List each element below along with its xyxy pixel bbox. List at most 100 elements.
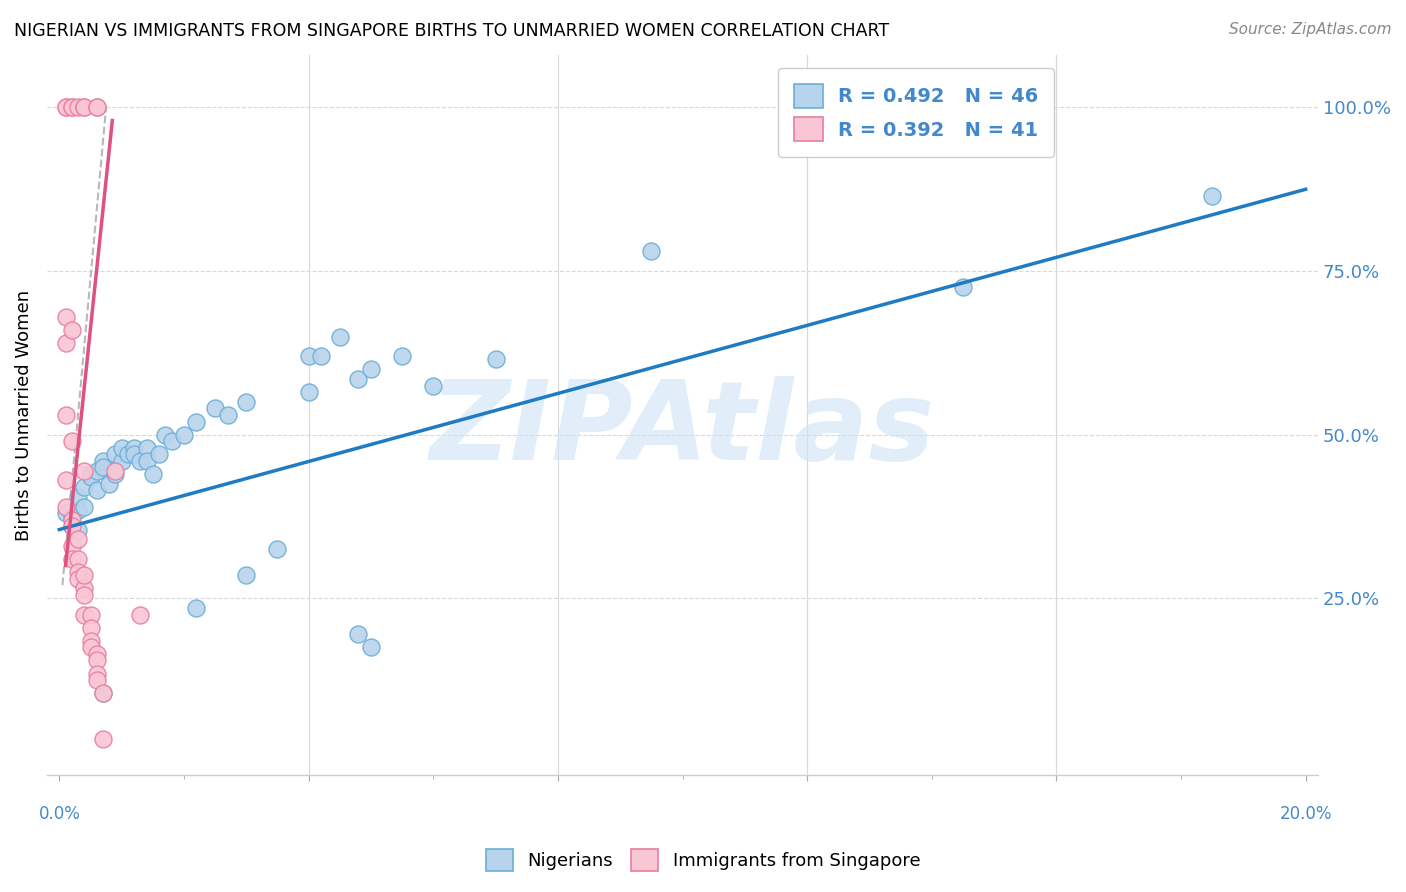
- Point: [122, 441, 145, 455]
- Point: [217, 408, 239, 422]
- Point: [73, 568, 96, 582]
- Point: [86, 464, 108, 478]
- Point: [235, 395, 257, 409]
- Point: [235, 568, 257, 582]
- Point: [55, 336, 77, 351]
- Point: [173, 427, 195, 442]
- Point: [67, 572, 90, 586]
- Point: [422, 378, 444, 392]
- Point: [55, 474, 77, 488]
- Point: [55, 500, 77, 514]
- Point: [55, 101, 77, 115]
- Point: [55, 101, 77, 115]
- Point: [391, 349, 413, 363]
- Point: [55, 310, 77, 324]
- Point: [60, 552, 83, 566]
- Point: [73, 101, 96, 115]
- Point: [98, 476, 121, 491]
- Point: [60, 101, 83, 115]
- Point: [73, 582, 96, 596]
- Point: [55, 506, 77, 520]
- Point: [73, 500, 96, 514]
- Point: [309, 349, 332, 363]
- Point: [186, 601, 208, 615]
- Point: [347, 627, 370, 641]
- Point: [67, 490, 90, 504]
- Point: [204, 401, 226, 416]
- Point: [104, 447, 127, 461]
- Point: [60, 539, 83, 553]
- Point: [266, 542, 288, 557]
- Point: [60, 101, 83, 115]
- Point: [952, 280, 974, 294]
- Point: [1201, 189, 1223, 203]
- Point: [86, 673, 108, 687]
- Point: [79, 607, 101, 622]
- Point: [135, 454, 157, 468]
- Point: [73, 464, 96, 478]
- Point: [73, 101, 96, 115]
- Legend: Nigerians, Immigrants from Singapore: Nigerians, Immigrants from Singapore: [478, 842, 928, 879]
- Point: [86, 483, 108, 498]
- Point: [73, 588, 96, 602]
- Point: [347, 372, 370, 386]
- Point: [129, 454, 152, 468]
- Point: [111, 454, 134, 468]
- Point: [360, 640, 382, 655]
- Point: [60, 513, 83, 527]
- Point: [73, 480, 96, 494]
- Point: [117, 447, 139, 461]
- Point: [297, 385, 319, 400]
- Point: [484, 352, 506, 367]
- Point: [86, 101, 108, 115]
- Point: [60, 519, 83, 533]
- Point: [79, 633, 101, 648]
- Point: [111, 441, 134, 455]
- Point: [122, 447, 145, 461]
- Point: [86, 101, 108, 115]
- Text: ZIPAtlas: ZIPAtlas: [430, 376, 935, 483]
- Point: [73, 607, 96, 622]
- Point: [91, 731, 114, 746]
- Point: [60, 519, 83, 533]
- Point: [148, 447, 170, 461]
- Text: 0.0%: 0.0%: [38, 805, 80, 823]
- Point: [91, 454, 114, 468]
- Point: [135, 441, 157, 455]
- Legend: R = 0.492   N = 46, R = 0.392   N = 41: R = 0.492 N = 46, R = 0.392 N = 41: [778, 69, 1054, 157]
- Point: [91, 460, 114, 475]
- Point: [86, 647, 108, 661]
- Point: [160, 434, 183, 449]
- Point: [60, 323, 83, 337]
- Point: [142, 467, 165, 481]
- Point: [640, 244, 662, 259]
- Point: [67, 503, 90, 517]
- Point: [79, 470, 101, 484]
- Point: [360, 362, 382, 376]
- Point: [55, 408, 77, 422]
- Point: [79, 467, 101, 481]
- Point: [86, 666, 108, 681]
- Point: [67, 552, 90, 566]
- Point: [104, 464, 127, 478]
- Point: [79, 621, 101, 635]
- Point: [186, 415, 208, 429]
- Point: [67, 523, 90, 537]
- Point: [91, 686, 114, 700]
- Text: NIGERIAN VS IMMIGRANTS FROM SINGAPORE BIRTHS TO UNMARRIED WOMEN CORRELATION CHAR: NIGERIAN VS IMMIGRANTS FROM SINGAPORE BI…: [14, 22, 889, 40]
- Point: [86, 653, 108, 667]
- Y-axis label: Births to Unmarried Women: Births to Unmarried Women: [15, 290, 32, 541]
- Text: 20.0%: 20.0%: [1279, 805, 1331, 823]
- Text: Source: ZipAtlas.com: Source: ZipAtlas.com: [1229, 22, 1392, 37]
- Point: [60, 510, 83, 524]
- Point: [60, 434, 83, 449]
- Point: [129, 607, 152, 622]
- Point: [329, 329, 352, 343]
- Point: [67, 533, 90, 547]
- Point: [104, 467, 127, 481]
- Point: [67, 101, 90, 115]
- Point: [79, 640, 101, 655]
- Point: [91, 686, 114, 700]
- Point: [155, 427, 177, 442]
- Point: [297, 349, 319, 363]
